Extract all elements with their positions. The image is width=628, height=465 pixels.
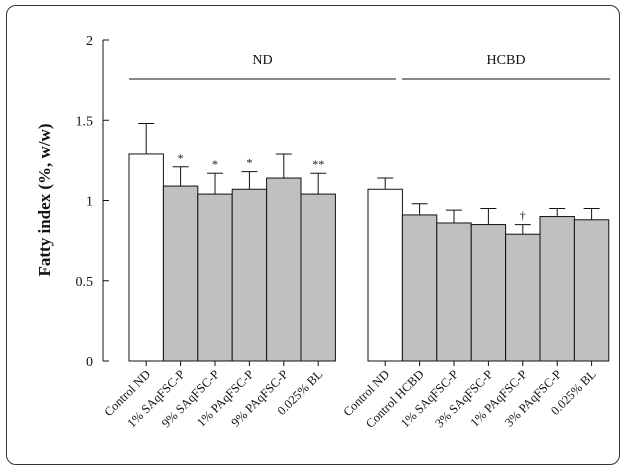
significance-marker: * bbox=[178, 151, 184, 165]
significance-marker: † bbox=[520, 209, 526, 223]
bar bbox=[436, 222, 472, 362]
y-tick-label: 1.5 bbox=[76, 114, 94, 129]
y-axis: 0 0.5 1 1.5 2 bbox=[76, 34, 109, 370]
bar bbox=[162, 185, 199, 362]
bar-chart: 00.511.52 Fatty index (%, w/w) NDControl… bbox=[35, 34, 610, 431]
y-tick-label: 1 bbox=[86, 195, 93, 210]
y-tick-label: 0.5 bbox=[76, 275, 94, 290]
bar bbox=[539, 216, 575, 362]
significance-marker: * bbox=[246, 156, 252, 170]
bar bbox=[300, 193, 336, 362]
bar bbox=[128, 153, 164, 362]
bar bbox=[573, 219, 610, 362]
significance-marker: ** bbox=[312, 157, 324, 171]
bar bbox=[505, 233, 541, 362]
bar bbox=[266, 177, 302, 362]
bar bbox=[401, 214, 438, 362]
y-tick-label: 0 bbox=[86, 355, 93, 370]
y-tick-label: 2 bbox=[86, 34, 93, 49]
bar bbox=[470, 224, 507, 362]
bar bbox=[231, 188, 268, 362]
group-label: HCBD bbox=[487, 53, 526, 68]
group-label: ND bbox=[252, 53, 272, 68]
y-axis-label: Fatty index (%, w/w) bbox=[35, 124, 54, 277]
bar bbox=[197, 193, 233, 362]
bar bbox=[367, 188, 403, 362]
significance-marker: * bbox=[212, 157, 218, 171]
